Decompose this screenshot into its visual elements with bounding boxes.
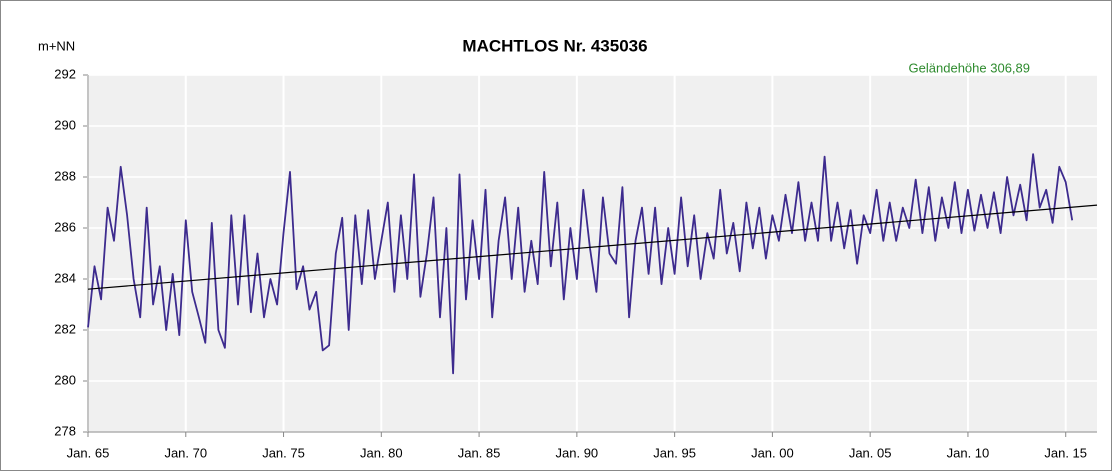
y-tick-label: 278 xyxy=(54,423,76,438)
annotation: Geländehöhe 306,89 xyxy=(909,60,1030,75)
y-tick-label: 286 xyxy=(54,219,76,234)
trend-line xyxy=(87,204,1098,290)
x-tick-label: Jan. 95 xyxy=(653,445,696,460)
x-tick-label: Jan. 90 xyxy=(556,445,599,460)
y-tick-label: 290 xyxy=(54,117,76,132)
plot-area xyxy=(88,75,1097,432)
x-tick-label: Jan. 80 xyxy=(360,445,403,460)
y-tick-label: 284 xyxy=(54,270,76,285)
x-tick-label: Jan. 10 xyxy=(947,445,990,460)
y-tick-label: 292 xyxy=(54,66,76,81)
y-tick-label: 280 xyxy=(54,372,76,387)
x-tick-label: Jan. 05 xyxy=(849,445,892,460)
data-line xyxy=(87,153,1074,375)
x-tick-label: Jan. 70 xyxy=(164,445,207,460)
y-tick-label: 282 xyxy=(54,321,76,336)
chart-title: MACHTLOS Nr. 435036 xyxy=(462,36,647,55)
x-tick-label: Jan. 75 xyxy=(262,445,305,460)
x-tick-label: Jan. 00 xyxy=(751,445,794,460)
x-tick-label: Jan. 15 xyxy=(1044,445,1087,460)
x-tick-label: Jan. 85 xyxy=(458,445,501,460)
x-tick-label: Jan. 65 xyxy=(67,445,110,460)
y-axis-label: m+NN xyxy=(38,38,75,53)
y-tick-label: 288 xyxy=(54,168,76,183)
